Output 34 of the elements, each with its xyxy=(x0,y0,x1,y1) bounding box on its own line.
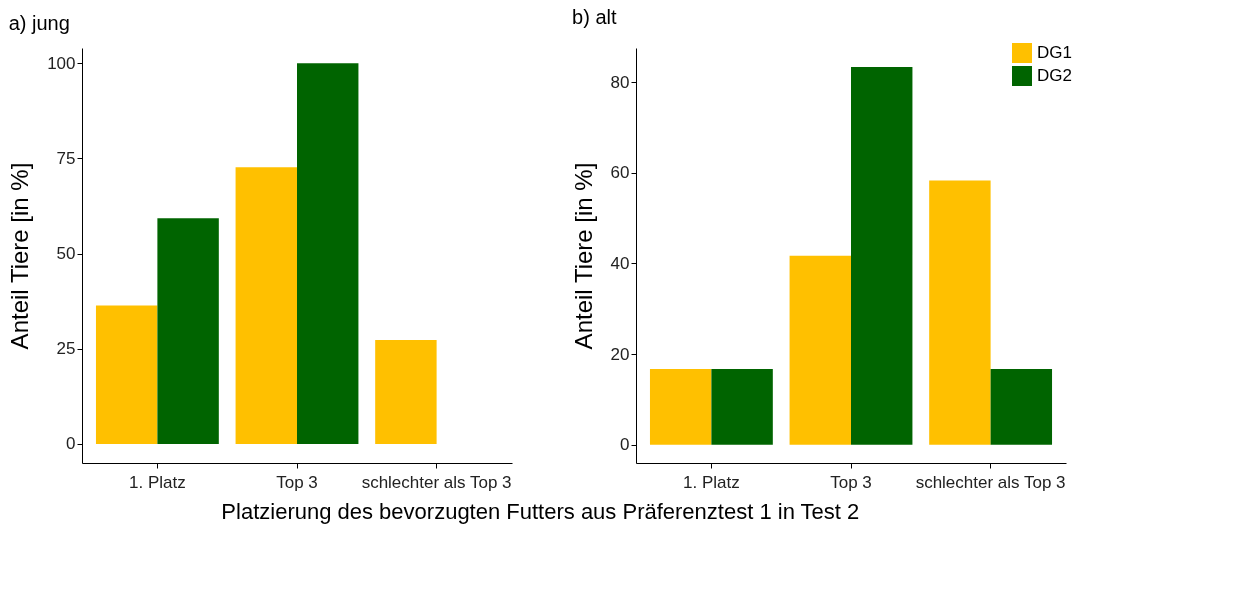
y-axis-title: Anteil Tiere [in %] xyxy=(569,162,597,350)
bar xyxy=(235,167,297,444)
x-axis-title: Platzierung des bevorzugten Futters aus Präferenztest 1 in Test 2 xyxy=(221,499,860,524)
y-tick-label: 100 xyxy=(47,53,76,73)
bar xyxy=(297,63,359,444)
chart-title: a) jung xyxy=(8,12,70,34)
y-tick-label: 25 xyxy=(56,339,76,359)
bar xyxy=(851,67,913,445)
y-tick-label: 0 xyxy=(66,434,76,454)
bar xyxy=(95,305,158,444)
y-tick-label: 50 xyxy=(56,244,76,264)
chart-title: b) alt xyxy=(572,6,617,28)
x-tick-label: schlechter als Top 3 xyxy=(915,472,1066,492)
x-tick-label: Top 3 xyxy=(830,472,872,492)
y-tick-label: 80 xyxy=(610,72,630,92)
bar xyxy=(990,369,1053,445)
bar xyxy=(711,369,773,445)
legend-label: DG1 xyxy=(1037,43,1072,62)
bar xyxy=(157,218,219,444)
y-tick-label: 75 xyxy=(56,148,76,168)
bar xyxy=(375,340,437,444)
x-tick-label: Top 3 xyxy=(276,472,318,492)
x-tick-label: 1. Platz xyxy=(683,472,740,492)
y-tick-label: 0 xyxy=(620,435,630,455)
bar xyxy=(789,255,851,445)
y-axis-title: Anteil Tiere [in %] xyxy=(6,162,34,350)
bar xyxy=(929,180,991,445)
x-tick-label: schlechter als Top 3 xyxy=(361,472,512,492)
legend-label: DG2 xyxy=(1037,66,1072,85)
y-tick-label: 40 xyxy=(610,253,630,273)
y-tick-label: 60 xyxy=(610,163,630,183)
y-tick-label: 20 xyxy=(610,344,630,364)
bar xyxy=(649,369,712,445)
x-tick-label: 1. Platz xyxy=(129,472,186,492)
